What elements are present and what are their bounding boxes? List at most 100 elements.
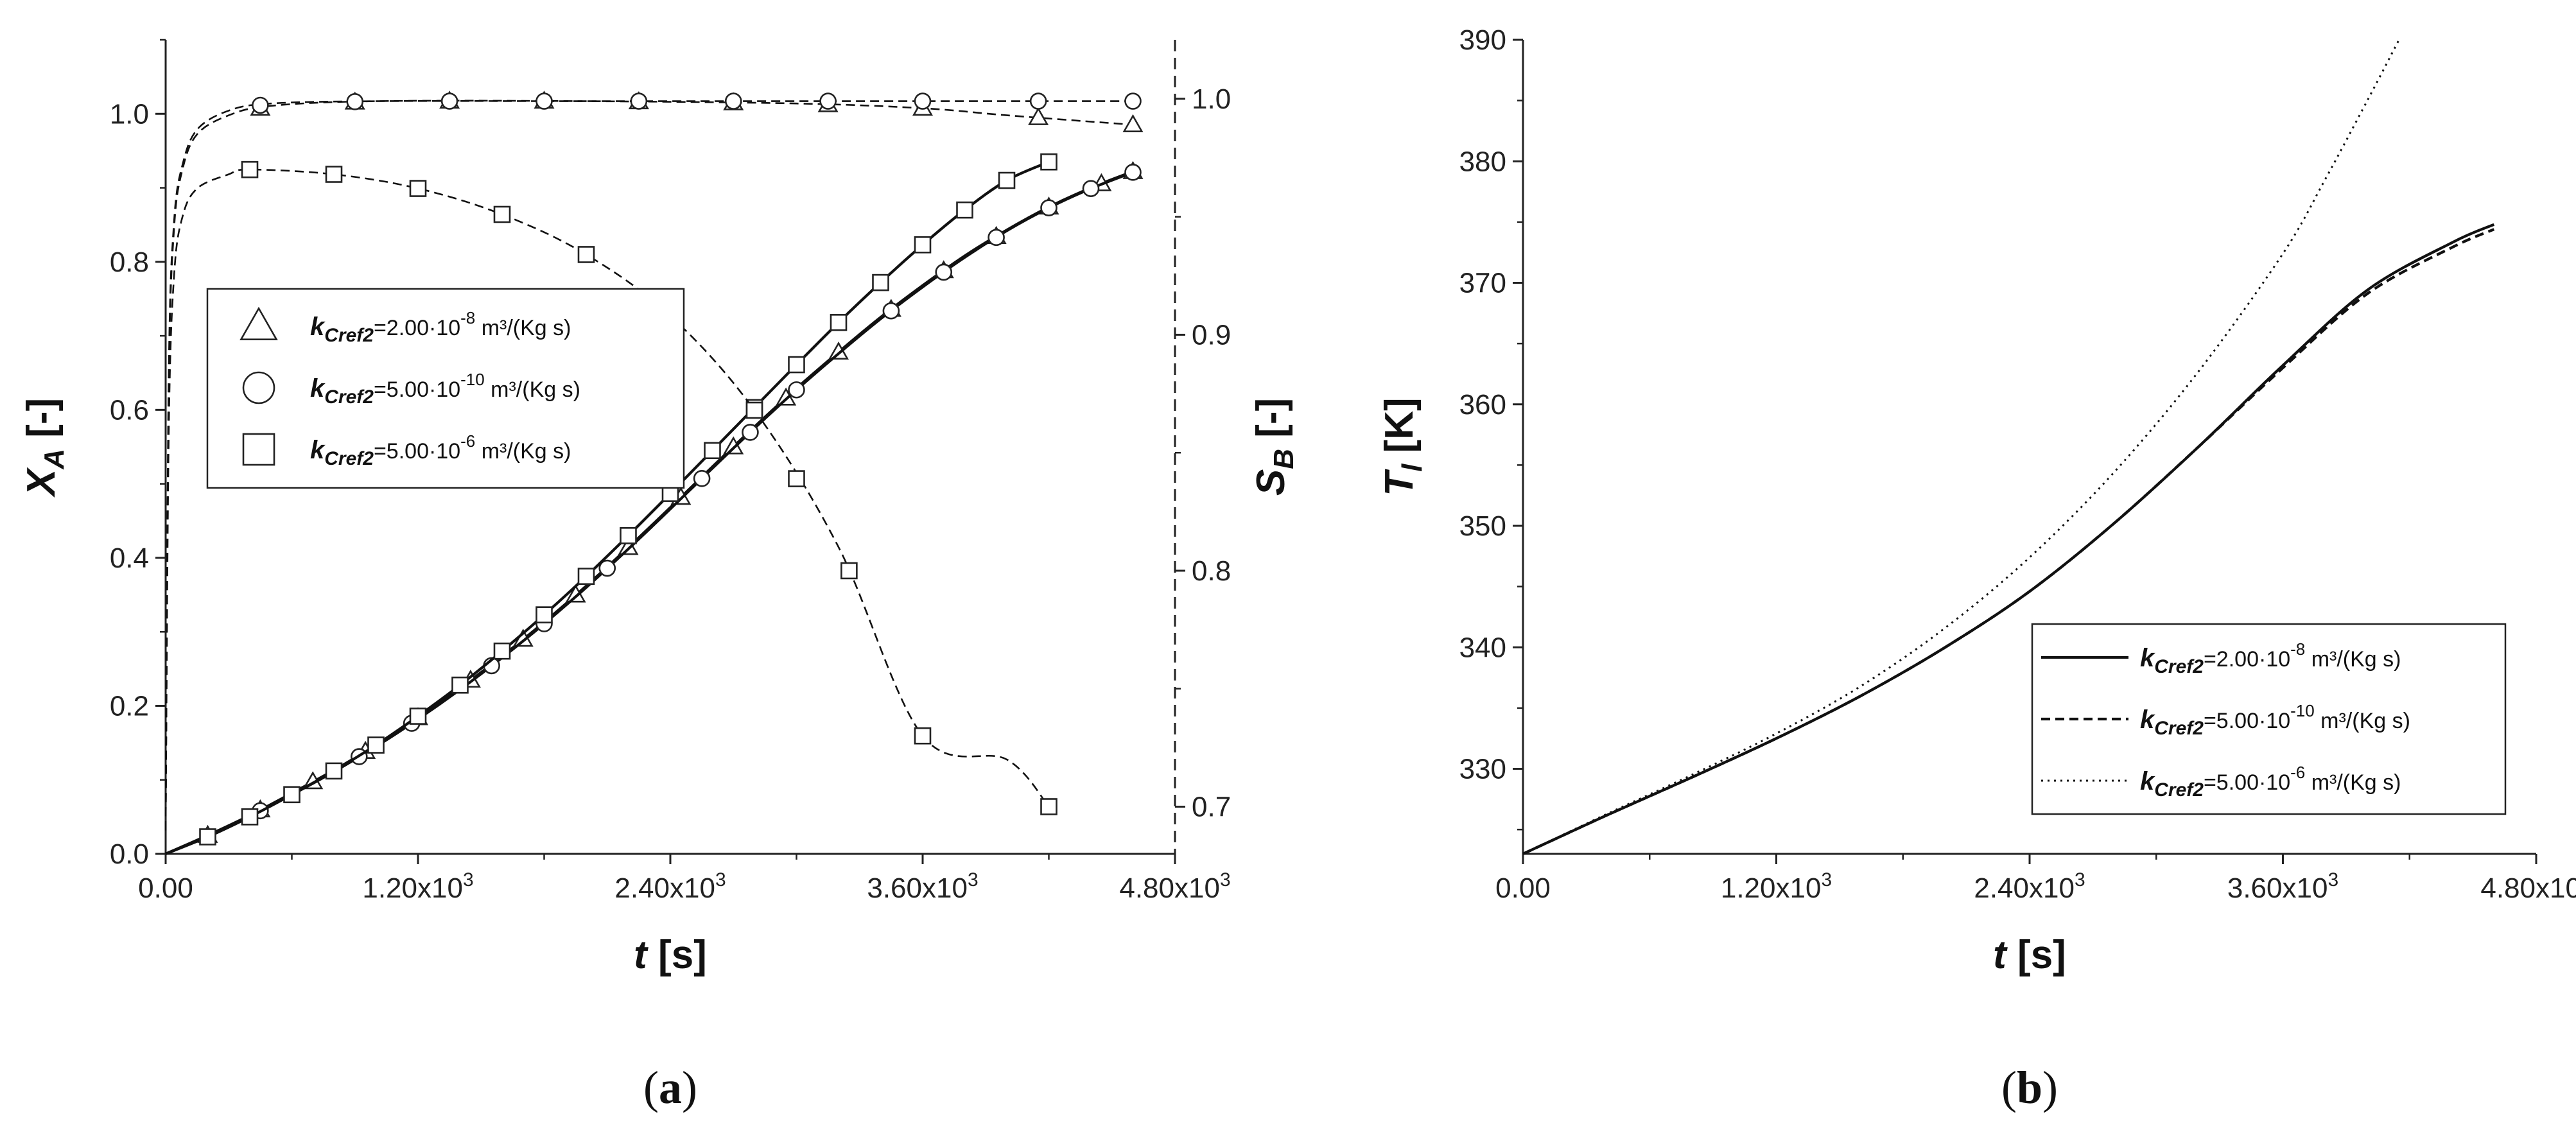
series-6-marker [325,166,343,183]
series-3-marker [367,736,385,754]
legend-label: kCref2=5.00·10-6 m³/(Kg s) [310,431,571,469]
series-2-marker [1124,164,1142,181]
series-3-marker [830,314,848,331]
series-6-marker [1040,798,1057,815]
series-5-marker [1124,92,1142,110]
y-tick-label: 330 [1459,754,1506,785]
series-3-marker [283,786,300,804]
series-3-marker [1040,153,1057,171]
chart-b: 0.00 1.20x103 2.40x103 3.60x103 4.80x103 330 3… [1377,24,2576,1113]
series-line-3 [165,161,1050,855]
y-axis-label: Tl [K] [1377,397,1428,496]
series-5-marker [819,92,837,110]
series-2-marker [598,559,616,577]
panel-label: (a) [643,1062,697,1113]
series-6-marker [409,180,427,197]
series-6-marker [745,401,763,419]
series-2-marker [1040,199,1057,216]
y2-tick-label: 0.7 [1192,791,1231,822]
series-3-marker [493,642,511,660]
x-tick-label: 1.20x103 [362,869,473,904]
y2-tick-label: 1.0 [1192,83,1231,115]
x-tick-label: 3.60x103 [2227,869,2338,904]
legend: kCref2=2.00·10-8 m³/(Kg s) kCref2=5.00·10… [2031,623,2507,815]
series-6-marker [788,470,805,487]
y-tick-label: 1.0 [110,98,149,130]
series-4-marker [1122,114,1144,132]
y-tick-label: 350 [1459,510,1506,542]
series-3-marker [535,606,553,623]
y-tick-label: 390 [1459,24,1506,56]
series-6-marker [241,161,259,178]
series-2-marker [882,302,900,320]
series-3-marker [325,762,343,780]
series-5-marker [724,92,742,110]
legend-label: kCref2=5.00·10-6 m³/(Kg s) [2140,763,2401,801]
series-3-marker [788,356,805,374]
y-tick-label: 380 [1459,146,1506,177]
series-3-marker [451,676,469,694]
x-tick-label: 0.00 [138,872,193,904]
x-tick-label: 4.80x103 [2480,869,2576,904]
series-2-marker [988,229,1005,247]
series-3-marker [704,442,721,460]
x-axis-label: t [s] [1993,933,2066,977]
series-3-marker [199,828,216,846]
legend-marker-circle [242,371,275,404]
legend-label: kCref2=5.00·10-10 m³/(Kg s) [2140,701,2410,739]
series-5-marker [914,92,932,110]
y-tick-label: 0.0 [110,838,149,870]
y-tick-label: 0.8 [110,247,149,278]
x-tick-label: 4.80x103 [1119,869,1230,904]
legend-marker-triangle [239,306,278,341]
series-3-marker [409,707,427,725]
y-tick-label: 0.4 [110,542,149,574]
x-tick-label: 2.40x103 [1974,869,2085,904]
y2-tick-label: 0.8 [1192,555,1231,587]
series-3-marker [620,527,637,544]
y-tick-label: 370 [1459,268,1506,299]
series-2-marker [742,424,759,441]
legend-label: kCref2=2.00·10-8 m³/(Kg s) [310,308,571,346]
x-tick-label: 3.60x103 [867,869,978,904]
x-axis-label: t [s] [634,933,707,977]
panel-label: (b) [2001,1062,2058,1113]
y2-axis-label: SB [-] [1249,398,1300,496]
x-tick-label: 0.00 [1495,872,1551,904]
series-6-marker [577,246,595,263]
series-line-2 [1522,228,2495,855]
legend-box [206,288,685,489]
series-4-marker [1028,107,1049,125]
series-line-1 [165,170,1134,855]
series-5-marker [630,92,648,110]
series-3-marker [577,568,595,586]
series-2-marker [693,469,711,487]
y-tick-label: 360 [1459,389,1506,421]
series-5-marker [1029,92,1047,110]
series-3-marker [914,236,932,254]
legend-box [2031,623,2507,815]
series-3-marker [872,273,889,291]
series-5-marker [346,92,364,110]
series-5-marker [440,92,458,110]
series-3-marker [956,201,973,219]
series-line-3 [1522,39,2400,855]
legend: kCref2=2.00·10-8 m³/(Kg s) kCref2=5.00·10… [206,288,685,489]
series-3-marker [998,171,1016,189]
y-tick-label: 0.6 [110,394,149,426]
series-2-marker [935,263,953,281]
series-2-marker [788,381,805,399]
legend-marker-square [242,433,275,466]
series-5-marker [535,92,553,110]
y-tick-label: 340 [1459,632,1506,663]
x-tick-label: 1.20x103 [1721,869,1832,904]
legend-label: kCref2=2.00·10-8 m³/(Kg s) [2140,639,2401,677]
y-axis-label: XA [-] [19,398,70,498]
series-5-marker [252,96,269,114]
series-3-marker [241,808,259,826]
chart-a: 0.00 1.20x103 2.40x103 3.60x103 4.80x103 0.0 0… [19,39,1300,1113]
x-tick-label: 2.40x103 [614,869,726,904]
series-6-marker [493,205,511,223]
y-tick-label: 0.2 [110,690,149,722]
